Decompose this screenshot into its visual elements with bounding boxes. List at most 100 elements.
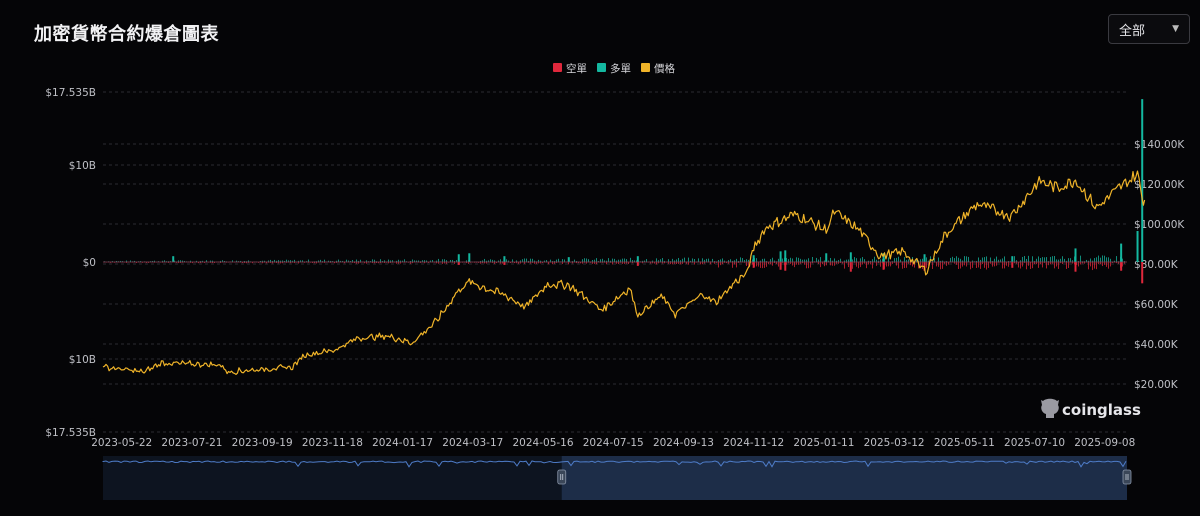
long-liquidation-bar [1120,256,1121,262]
long-liquidation-bar [164,260,165,262]
short-liquidation-bar [457,262,460,265]
long-liquidation-bar [286,259,287,262]
legend-item[interactable]: 價格 [641,62,675,75]
long-liquidation-bar [658,260,659,262]
legend-item[interactable]: 空單 [553,62,587,75]
range-select[interactable]: 全部 ▼ [1108,14,1190,44]
long-liquidation-bar [998,259,999,262]
long-liquidation-bar [848,259,849,262]
long-liquidation-bar [614,258,615,262]
short-liquidation-bar [938,262,939,267]
short-liquidation-bar [518,262,519,264]
long-liquidation-bar [1102,255,1103,262]
handle-grip[interactable] [557,469,567,485]
short-liquidation-bar [984,262,985,268]
short-liquidation-bar [970,262,971,270]
long-liquidation-bar [876,259,877,262]
long-liquidation-bar [568,260,569,262]
left-axis-tick: $17.535B [45,87,96,99]
long-liquidation-bar [278,260,279,262]
long-liquidation-bar [190,260,191,262]
long-liquidation-bar [1106,257,1107,262]
long-liquidation-bar [444,259,445,262]
short-liquidation-bar [548,262,549,265]
long-liquidation-bar [404,259,405,262]
short-liquidation-bar [214,262,215,264]
long-liquidation-bar [154,260,155,262]
short-liquidation-bar [824,262,825,267]
long-liquidation-bar [976,260,977,262]
long-liquidation-bar [812,256,813,262]
short-liquidation-bar [734,262,735,265]
legend-label: 多單 [610,62,631,75]
navigator-left-handle[interactable] [557,469,567,485]
long-liquidation-bar [780,258,781,262]
short-liquidation-bar [1092,262,1093,271]
long-liquidation-bar [920,259,921,262]
short-liquidation-bar [514,262,515,264]
chevron-down-icon: ▼ [1172,24,1179,34]
short-liquidation-bar [316,262,317,264]
short-liquidation-bar [542,262,543,264]
range-navigator[interactable] [102,456,1132,500]
long-liquidation-bar [352,259,353,262]
watermark-text: coinglass [1062,401,1141,419]
long-liquidation-bar [1064,258,1065,262]
short-liquidation-bar [262,262,263,264]
short-liquidation-bar [878,262,879,264]
long-liquidation-bar [1094,258,1095,262]
short-liquidation-bar [1048,262,1049,266]
chart-legend[interactable]: 空單 多單 價格 [553,62,675,75]
short-liquidation-bar [682,262,683,264]
long-liquidation-bar [1038,256,1039,262]
long-liquidation-bar [530,258,531,262]
long-liquidation-bar [596,258,597,262]
long-liquidation-bar [818,259,819,262]
price-series [102,170,1146,375]
handle-grip[interactable] [1122,469,1132,485]
navigator-right-handle[interactable] [1122,469,1132,485]
page-title: 加密貨幣合約爆倉圖表 [34,24,219,45]
long-liquidation-bar [636,256,639,262]
short-liquidation-bar [872,262,873,269]
long-liquidation-bar [978,257,979,262]
long-liquidation-bar [366,260,367,262]
short-liquidation-bar [972,262,973,268]
long-liquidation-bar [676,259,677,262]
legend-label: 空單 [566,62,587,75]
short-liquidation-bar [298,262,299,264]
long-liquidation-bar [1068,258,1069,262]
long-liquidation-bar [550,259,551,262]
short-liquidation-bar [378,262,379,264]
long-liquidation-bar [240,260,241,262]
long-liquidation-bar [602,258,603,262]
short-liquidation-bar [942,262,943,269]
right-axis-tick: $140.00K [1134,139,1185,151]
short-liquidation-bar [876,262,877,266]
long-liquidation-bar [1050,256,1051,262]
long-liquidation-bar [984,257,985,262]
long-liquidation-bar [862,257,863,262]
short-liquidation-bar [784,262,787,271]
long-liquidation-bar [728,260,729,262]
long-liquidation-bar [562,259,563,262]
legend-item[interactable]: 多單 [597,62,631,75]
long-liquidation-bar [446,260,447,262]
long-liquidation-bar [196,260,197,262]
long-liquidation-bar [134,260,135,262]
long-liquidation-bar [284,260,285,262]
short-liquidation-bar [1090,262,1091,267]
long-liquidation-bar [832,260,833,262]
long-liquidation-bar [202,260,203,262]
short-liquidation-bar [612,262,613,265]
long-liquidation-bar [290,260,291,262]
long-liquidation-bar [456,260,457,262]
navigator-selection[interactable] [561,456,1127,500]
short-liquidation-bar [198,262,199,264]
short-liquidation-bar [792,262,793,266]
short-liquidation-bar [758,262,759,267]
short-liquidation-bar [1058,262,1059,269]
long-liquidation-bar [526,258,527,262]
short-liquidation-bar [484,262,485,264]
long-liquidation-bar [348,260,349,262]
